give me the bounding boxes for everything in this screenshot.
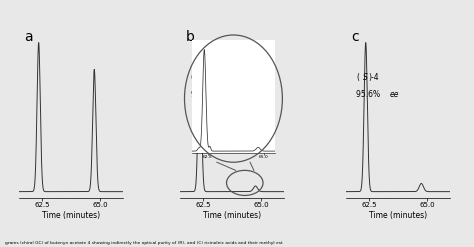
Text: ee: ee — [224, 90, 233, 99]
Text: ee: ee — [390, 90, 399, 99]
Text: (: ( — [191, 73, 193, 82]
Text: grams (chiral GC) of butenyn acetate 4 showing indirectly the optical purity of : grams (chiral GC) of butenyn acetate 4 s… — [5, 241, 283, 245]
Text: c: c — [351, 30, 359, 44]
Text: 95.6%: 95.6% — [356, 90, 383, 99]
Text: 99.2%: 99.2% — [191, 90, 217, 99]
X-axis label: Time (minutes): Time (minutes) — [42, 210, 100, 220]
Text: )-4: )-4 — [368, 73, 379, 82]
Text: R: R — [197, 73, 202, 82]
Text: (: ( — [356, 73, 359, 82]
Text: S: S — [363, 73, 368, 82]
X-axis label: Time (minutes): Time (minutes) — [203, 210, 261, 220]
Text: b: b — [185, 30, 194, 44]
Text: a: a — [24, 30, 33, 44]
Text: )-4: )-4 — [202, 73, 213, 82]
X-axis label: Time (minutes): Time (minutes) — [369, 210, 427, 220]
